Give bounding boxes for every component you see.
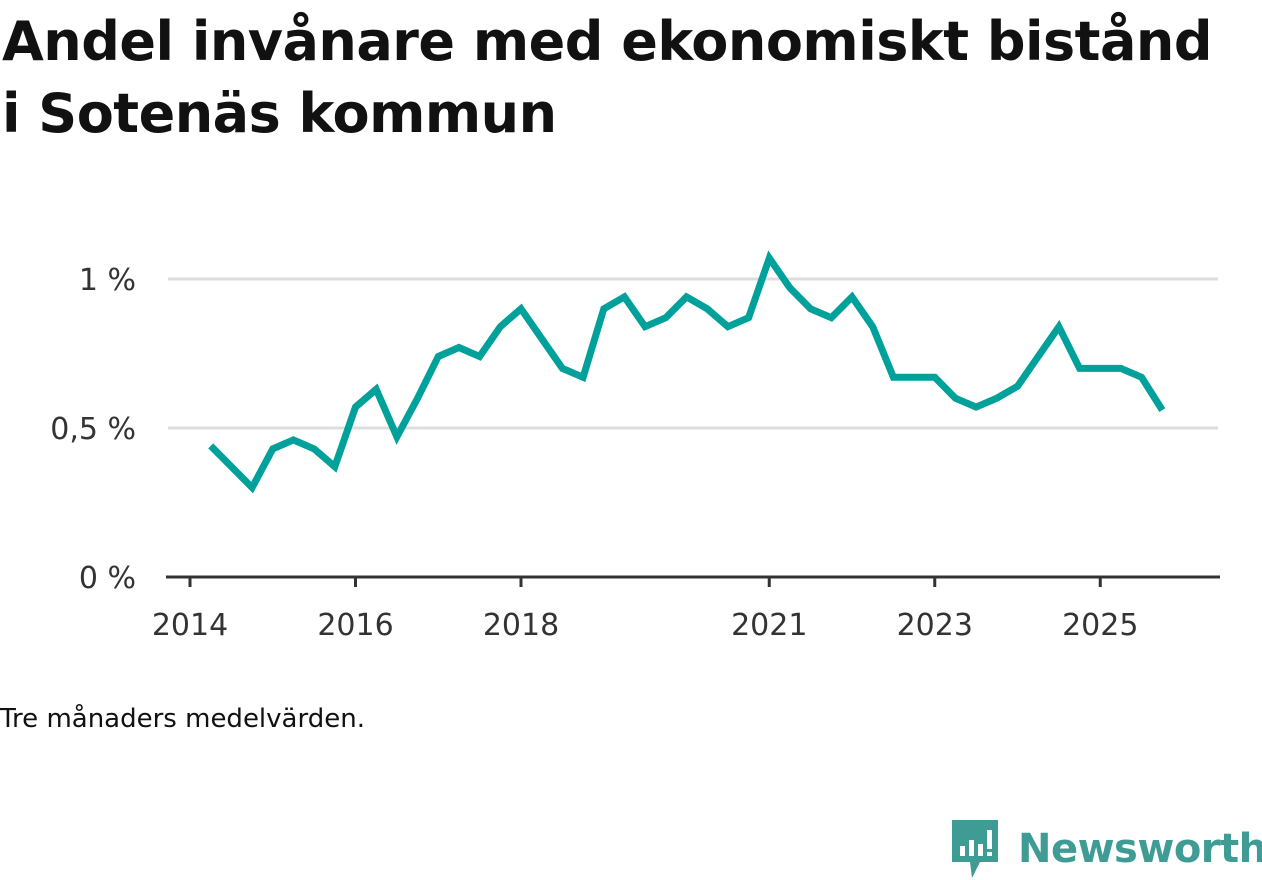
data-point [890,374,896,380]
x-tick-label: 2025 [1062,608,1138,643]
brand-logo[interactable]: Newsworthy [950,818,1262,880]
brand-name: Newsworthy [1018,826,1262,872]
data-point [1097,365,1103,371]
data-point [725,324,731,330]
data-point [766,255,772,261]
x-tick-label: 2014 [152,608,228,643]
grid-lines [168,277,1218,430]
data-point [870,324,876,330]
data-point [559,365,565,371]
y-tick-labels: 0 % 0,5 % 1 % [50,263,136,596]
series-line-0 [208,250,1166,494]
data-point [353,404,359,410]
data-point [952,395,958,401]
data-point [1118,365,1124,371]
data-point [1159,407,1165,413]
x-tick-label: 2018 [483,608,559,643]
data-point [911,374,917,380]
data-point [849,294,855,300]
data-point [311,446,317,452]
data-point [394,434,400,440]
data-point [621,294,627,300]
data-point [787,285,793,291]
data-point [580,374,586,380]
chart-footnote: Tre månaders medelvärden. [0,704,365,734]
data-point [332,464,338,470]
data-point [746,315,752,321]
data-point [249,485,255,491]
data-point [415,395,421,401]
data-point [1077,365,1083,371]
data-point [456,345,462,351]
data-point [684,294,690,300]
line-chart: 0 % 0,5 % 1 % 2014 2016 2018 2021 2023 2025 [50,250,1220,643]
data-point [477,353,483,359]
data-point [994,395,1000,401]
data-point [208,443,214,449]
data-point [497,324,503,330]
data-point [270,446,276,452]
y-tick-label: 1 % [79,263,136,298]
data-point [663,315,669,321]
data-point [373,386,379,392]
data-point [228,464,234,470]
x-axis [166,575,1220,587]
data-point [642,324,648,330]
y-tick-label: 0,5 % [50,412,136,447]
x-tick-label: 2021 [731,608,807,643]
data-point [1056,324,1062,330]
x-tick-labels: 2014 2016 2018 2021 2023 2025 [152,608,1139,643]
data-point [290,437,296,443]
data-point [828,315,834,321]
data-point [973,404,979,410]
data-point [1139,374,1145,380]
data-point [1035,353,1041,359]
x-tick-label: 2016 [317,608,393,643]
data-point [601,306,607,312]
data-point [808,306,814,312]
data-point [1015,383,1021,389]
chart-title: Andel invånare med ekonomiskt bistånd i … [2,10,1213,145]
y-tick-label: 0 % [79,561,136,596]
data-point [539,336,545,342]
data-point [435,353,441,359]
newsworthy-logo-icon [952,820,998,878]
series-layer [208,250,1166,494]
data-point [704,306,710,312]
x-tick-label: 2023 [897,608,973,643]
data-point [932,374,938,380]
data-point [518,306,524,312]
